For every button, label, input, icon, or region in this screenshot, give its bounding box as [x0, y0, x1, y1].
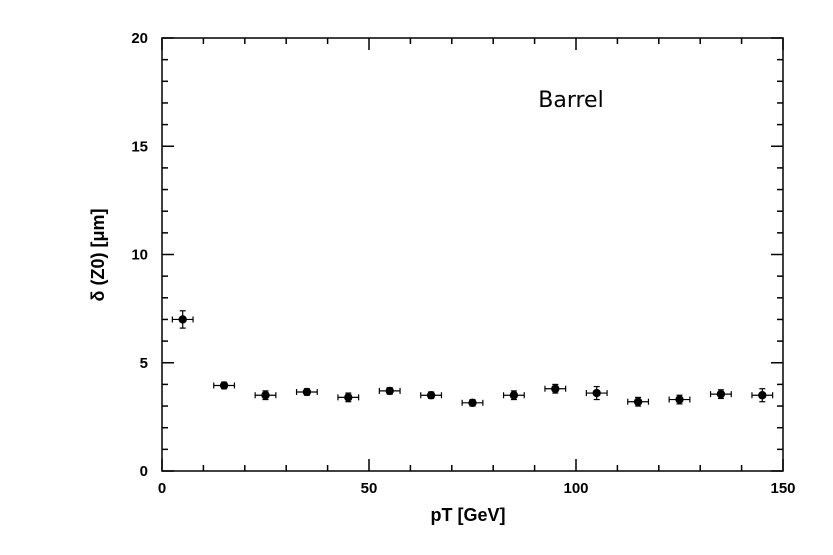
barrel-annotation: Barrel [538, 88, 603, 113]
data-marker [758, 391, 767, 400]
x-tick-labels: 0 50 100 150 [158, 480, 796, 497]
data-marker [716, 389, 726, 399]
y-tick-label: 0 [140, 463, 148, 480]
data-point [627, 396, 650, 407]
y-tick-label: 10 [131, 247, 148, 264]
data-point [502, 390, 525, 401]
data-points [171, 310, 774, 408]
x-axis-title: pT [GeV] [431, 505, 506, 525]
data-marker [509, 391, 519, 400]
data-point [751, 388, 774, 403]
data-marker [385, 386, 394, 396]
data-point [668, 394, 691, 405]
x-tick-label: 0 [158, 480, 166, 497]
data-point [171, 310, 194, 329]
data-point [461, 398, 484, 408]
x-tick-label: 50 [361, 480, 378, 497]
data-point [585, 385, 608, 401]
x-tick-label: 150 [770, 480, 795, 497]
data-marker [344, 393, 353, 402]
data-point [378, 386, 401, 396]
data-point [254, 390, 277, 401]
y-tick-label: 5 [140, 355, 148, 372]
data-marker [633, 397, 643, 406]
data-marker [468, 398, 477, 408]
y-axis-title: δ (Z0) [μm] [88, 209, 108, 302]
data-point [213, 381, 236, 390]
data-point [295, 387, 318, 397]
y-tick-label: 20 [131, 30, 148, 47]
data-point [544, 383, 567, 394]
data-point [337, 392, 360, 403]
data-point [420, 391, 443, 400]
data-marker [178, 315, 187, 324]
axis-ticks [161, 37, 784, 472]
data-marker [426, 391, 436, 400]
data-marker [675, 395, 684, 404]
y-tick-label: 15 [131, 138, 148, 155]
data-marker [551, 384, 560, 393]
y-tick-labels: 0 5 10 15 20 [131, 30, 148, 480]
data-point [709, 389, 732, 400]
x-tick-label: 100 [563, 480, 588, 497]
data-marker [592, 388, 601, 398]
data-marker [302, 387, 312, 397]
data-marker [261, 391, 270, 400]
data-marker [219, 381, 229, 390]
